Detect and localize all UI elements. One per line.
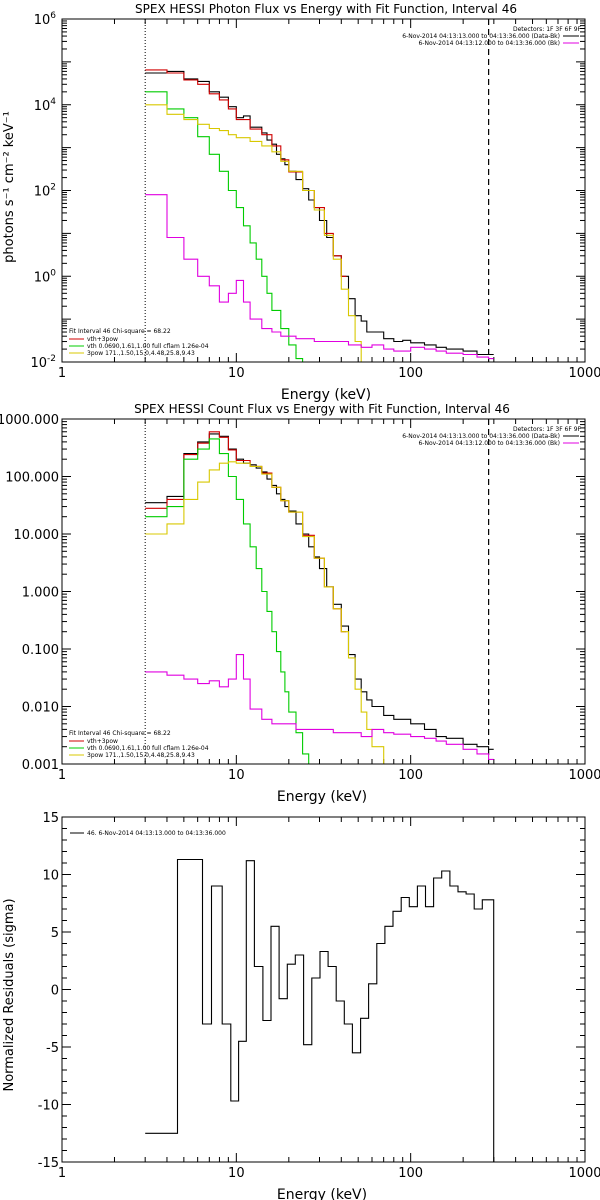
y-tick-label: 0.010	[22, 701, 59, 716]
residuals-panel: 1 10 100 1000 -15 -10 -5 0 5 10 15 Energy (keV) No…	[2, 811, 600, 1200]
legend-top: 46. 6-Nov-2014 04:13:13.000 to 04:13:36.…	[70, 830, 226, 837]
plot-frame	[61, 18, 586, 363]
x-tick-label: 100	[398, 768, 423, 783]
series-line-0	[145, 858, 495, 1162]
legend-fit-info: Fit Interval 46 Chi-square = 68.22	[69, 328, 171, 335]
x-tick-label: 10	[228, 1166, 245, 1181]
plot-area: 1 10 100 1000 10-2 100 102 104 106	[30, 11, 600, 381]
x-axis-label: Energy (keV)	[277, 789, 367, 805]
legend-bk: 6-Nov-2014 04:13:12.000 to 04:13:36.000 …	[418, 40, 560, 47]
series-line-4	[145, 194, 494, 360]
legend-bottom: Fit Interval 46 Chi-square = 68.22 vth+3…	[69, 328, 209, 357]
legend-residual: 46. 6-Nov-2014 04:13:13.000 to 04:13:36.…	[87, 830, 226, 837]
y-tick-label: -10	[38, 1099, 59, 1114]
x-tick-label: 10	[228, 768, 245, 783]
legend-vth: vth 0.0690,1.61,1.00 full cflam 1.26e-04	[87, 745, 209, 752]
y-tick-label: 104	[34, 97, 57, 114]
series-line-4	[145, 654, 494, 760]
y-tick-label: -5	[46, 1041, 59, 1056]
plot-frame	[61, 816, 586, 1163]
legend-top: Detectors: 1F 3F 6F 9F 6-Nov-2014 04:13:…	[402, 426, 581, 447]
panel-title: SPEX HESSI Count Flux vs Energy with Fit…	[134, 402, 510, 416]
legend-detectors: Detectors: 1F 3F 6F 9F	[513, 426, 582, 433]
legend-total-fit: vth+3pow	[87, 738, 118, 745]
legend-data-bk: 6-Nov-2014 04:13:13.000 to 04:13:36.000 …	[402, 33, 560, 40]
y-axis-label: photons s⁻¹ cm⁻² keV⁻¹	[2, 111, 17, 263]
plot-area: 1 10 100 1000 -15 -10 -5 0 5 10 15	[38, 811, 600, 1181]
count-flux-panel: SPEX HESSI Count Flux vs Energy with Fit…	[0, 402, 600, 805]
panel-title: SPEX HESSI Photon Flux vs Energy with Fi…	[135, 2, 517, 16]
x-tick-label: 1	[58, 1166, 66, 1181]
y-tick-label: 15	[42, 811, 59, 826]
y-tick-label: 106	[34, 11, 57, 28]
legend-vth: vth 0.0690,1.61,1.00 full cflam 1.26e-04	[87, 343, 209, 350]
y-tick-label: 10-2	[30, 354, 56, 371]
y-tick-label: 100	[34, 268, 57, 285]
x-tick-label: 100	[398, 366, 423, 381]
y-tick-label: 102	[34, 183, 56, 200]
plot-frame	[61, 418, 586, 765]
x-tick-label: 1000	[568, 366, 600, 381]
legend-bottom: Fit Interval 46 Chi-square = 68.22 vth+3…	[69, 730, 209, 759]
x-tick-label: 1	[58, 366, 66, 381]
y-tick-label: 0.100	[22, 643, 59, 658]
y-tick-label: 10.000	[14, 528, 60, 543]
legend-data-bk: 6-Nov-2014 04:13:13.000 to 04:13:36.000 …	[402, 433, 560, 440]
legend-detectors: Detectors: 1F 3F 6F 9F	[513, 26, 582, 33]
plot-area: 1 10 100 1000 0.001 0.010 0.100 1.000 10.000 100.…	[0, 413, 600, 783]
y-tick-label: 10	[42, 869, 59, 884]
legend-total-fit: vth+3pow	[87, 336, 118, 343]
x-tick-label: 1000	[568, 768, 600, 783]
y-axis-label: Normalized Residuals (sigma)	[2, 898, 17, 1091]
photon-flux-panel: SPEX HESSI Photon Flux vs Energy with Fi…	[2, 2, 600, 403]
legend-bk: 6-Nov-2014 04:13:12.000 to 04:13:36.000 …	[418, 440, 560, 447]
y-tick-label: 0.001	[22, 758, 59, 773]
series-line-2	[145, 438, 314, 764]
y-tick-label: 0	[51, 984, 59, 999]
y-tick-label: 5	[51, 926, 59, 941]
y-tick-label: -15	[38, 1156, 59, 1171]
legend-fit-info: Fit Interval 46 Chi-square = 68.22	[69, 730, 171, 737]
y-tick-label: 100.000	[5, 471, 59, 486]
x-axis-label: Energy (keV)	[277, 1187, 367, 1200]
y-tick-label: 1000.000	[0, 413, 59, 428]
x-axis-label: Energy (keV)	[281, 387, 371, 403]
legend-3pow: 3pow 171.,1.50,15.0,4.48,25.8,9.43	[87, 350, 195, 357]
y-tick-label: 1.000	[22, 586, 59, 601]
series-line-0	[145, 70, 494, 356]
x-tick-label: 1000	[568, 1166, 600, 1181]
legend-top: Detectors: 1F 3F 6F 9F 6-Nov-2014 04:13:…	[402, 26, 581, 47]
series-line-2	[145, 91, 308, 362]
x-tick-label: 1	[58, 768, 66, 783]
legend-3pow: 3pow 171.,1.50,15.0,4.48,25.8,9.43	[87, 752, 195, 759]
x-tick-label: 100	[398, 1166, 423, 1181]
x-tick-label: 10	[228, 366, 245, 381]
series-line-3	[145, 104, 367, 362]
series-line-3	[145, 461, 389, 764]
